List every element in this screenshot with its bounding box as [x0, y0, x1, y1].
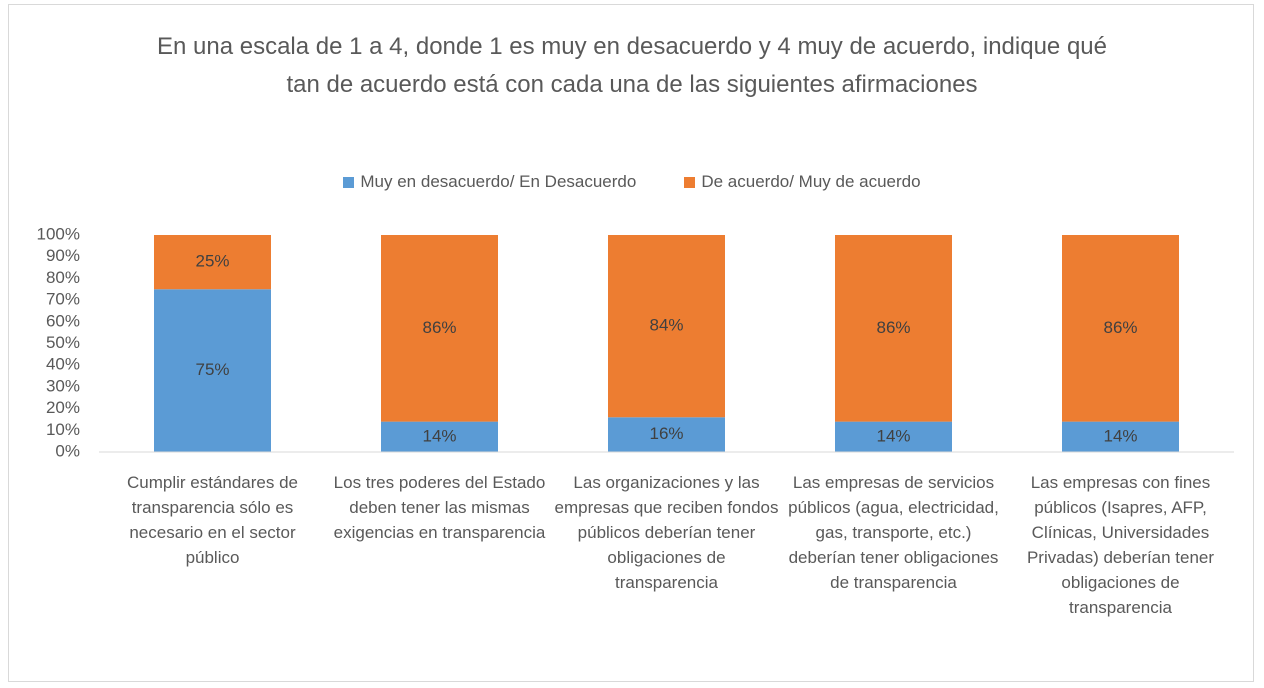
y-tick-label: 20%: [46, 398, 80, 417]
legend-item: De acuerdo/ Muy de acuerdo: [684, 172, 921, 192]
legend: Muy en desacuerdo/ En Desacuerdo De acuer…: [0, 172, 1264, 192]
legend-label: De acuerdo/ Muy de acuerdo: [701, 172, 921, 191]
data-label: 84%: [649, 316, 683, 335]
chart-title: En una escala de 1 a 4, donde 1 es muy e…: [157, 33, 1107, 98]
bar-segment: [154, 289, 271, 452]
x-tick-label: Cumplir estándares de transparencia sólo…: [126, 473, 299, 567]
x-tick-label: Las empresas de servicios públicos (agua…: [788, 473, 999, 592]
bar-segment: [835, 421, 952, 452]
data-label: 86%: [876, 318, 910, 337]
y-tick-label: 30%: [46, 376, 80, 395]
bar-segment: [154, 235, 271, 290]
data-label: 16%: [649, 424, 683, 443]
data-label: 14%: [876, 426, 910, 445]
legend-swatch: [343, 176, 355, 188]
data-label: 14%: [1103, 426, 1137, 445]
data-label: 25%: [195, 252, 229, 271]
bar-segment: [1062, 235, 1179, 422]
chart-frame: [8, 4, 1254, 682]
data-label: 14%: [422, 426, 456, 445]
bar-segment: [381, 421, 498, 452]
y-tick-label: 60%: [46, 311, 80, 330]
legend-swatch: [684, 176, 696, 188]
y-tick-label: 0%: [55, 441, 80, 460]
y-tick-label: 70%: [46, 290, 80, 309]
data-label: 75%: [195, 360, 229, 379]
bar-segment: [1062, 421, 1179, 452]
bar-segment: [835, 235, 952, 422]
y-tick-label: 50%: [46, 333, 80, 352]
data-label: 86%: [422, 318, 456, 337]
y-tick-label: 40%: [46, 355, 80, 374]
y-tick-label: 10%: [46, 420, 80, 439]
y-tick-label: 90%: [46, 246, 80, 265]
data-label: 86%: [1103, 318, 1137, 337]
bar-segment: [608, 417, 725, 452]
x-tick-label: Los tres poderes del Estado deben tener …: [333, 473, 546, 542]
bar-segment: [608, 235, 725, 418]
legend-label: Muy en desacuerdo/ En Desacuerdo: [360, 172, 637, 191]
legend-item: Muy en desacuerdo/ En Desacuerdo: [343, 172, 636, 192]
x-tick-label: Las empresas con fines públicos (Isapres…: [1026, 473, 1215, 617]
bar-segment: [381, 235, 498, 422]
y-tick-label: 100%: [37, 224, 80, 243]
x-tick-label: Las organizaciones y las empresas que re…: [554, 473, 779, 592]
y-tick-label: 80%: [46, 268, 80, 287]
